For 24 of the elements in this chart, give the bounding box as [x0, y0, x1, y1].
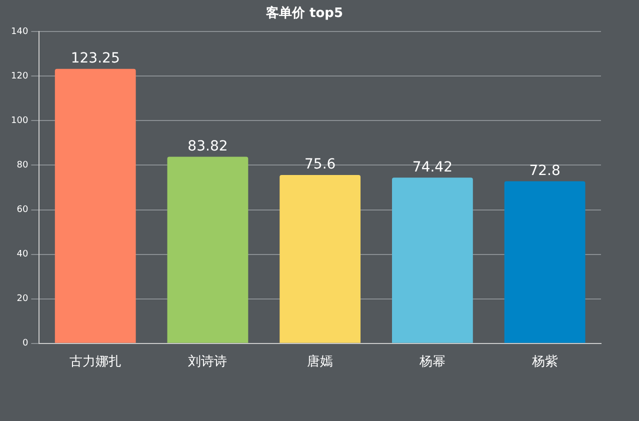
y-tick-label: 80: [16, 160, 28, 171]
y-tick-label: 20: [16, 294, 28, 304]
data-label: 83.82: [188, 138, 228, 154]
data-label: 123.25: [70, 50, 120, 67]
y-tick-label: 40: [16, 250, 28, 260]
data-label: 75.6: [304, 156, 336, 173]
bar: [54, 68, 136, 343]
y-tick-label: 0: [22, 338, 28, 349]
x-tick-label: 古力娜扎: [69, 354, 122, 370]
bar: [392, 178, 473, 343]
x-tick-label: 唐嫣: [307, 354, 334, 370]
chart-title: 客单价 top5: [264, 5, 344, 22]
y-tick-label: 140: [10, 26, 28, 37]
bar: [280, 175, 361, 343]
x-tick-label: 杨幂: [418, 354, 446, 370]
x-tick-label: 杨紫: [530, 354, 558, 370]
x-tick-label: 刘诗诗: [188, 354, 228, 370]
data-label: 72.8: [529, 162, 560, 179]
data-label: 74.42: [412, 159, 452, 176]
bar: [167, 156, 248, 343]
y-tick-label: 60: [16, 205, 28, 216]
y-tick-label: 100: [10, 116, 28, 126]
bar: [504, 181, 586, 343]
y-tick-label: 120: [10, 71, 28, 82]
